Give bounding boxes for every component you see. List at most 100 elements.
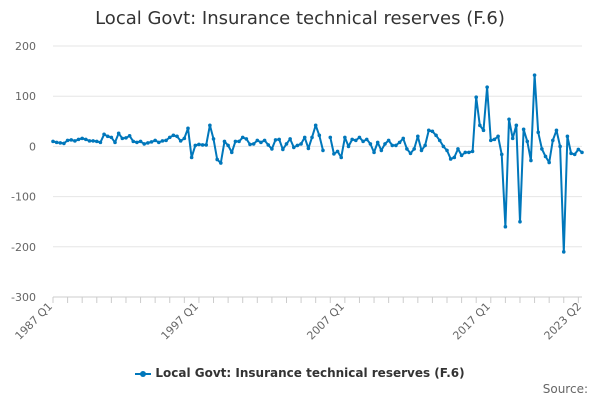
series-line: [52, 74, 583, 253]
data-point: [558, 144, 562, 149]
data-point: [197, 142, 201, 147]
data-point: [109, 135, 114, 140]
data-point: [547, 160, 551, 165]
data-point: [131, 139, 136, 144]
data-point: [302, 135, 307, 140]
data-point: [554, 128, 559, 133]
data-point: [532, 73, 537, 77]
data-point: [372, 150, 376, 155]
data-point: [138, 139, 143, 144]
data-point: [580, 150, 584, 155]
y-tick-label: 100: [15, 90, 36, 103]
data-point: [419, 148, 424, 153]
data-point: [463, 150, 468, 155]
data-point: [142, 142, 147, 146]
data-point: [306, 146, 311, 151]
data-point: [233, 139, 238, 144]
data-point: [226, 143, 230, 148]
data-point: [357, 135, 362, 140]
data-point: [76, 137, 81, 142]
data-point: [503, 224, 508, 229]
data-point: [390, 143, 395, 148]
data-point: [328, 135, 333, 140]
data-point: [73, 139, 77, 143]
data-point: [58, 141, 63, 145]
data-point: [514, 123, 519, 128]
data-point: [277, 137, 281, 142]
data-point: [310, 135, 314, 140]
y-tick-label: -100: [11, 191, 36, 204]
data-point: [164, 138, 168, 143]
data-point: [313, 123, 318, 128]
data-point: [87, 139, 92, 143]
data-point: [375, 140, 380, 145]
data-point: [350, 137, 354, 142]
data-point: [343, 135, 347, 140]
data-point: [339, 155, 344, 160]
data-point: [401, 136, 406, 141]
data-point: [251, 142, 256, 146]
data-point: [65, 138, 70, 143]
data-point: [208, 123, 212, 128]
data-point: [84, 137, 88, 142]
data-point: [116, 131, 121, 136]
data-point: [51, 139, 55, 144]
data-point: [445, 148, 449, 153]
x-tick-label: 2007 Q1: [304, 300, 347, 343]
data-point: [237, 139, 241, 144]
data-point: [295, 143, 300, 148]
data-point: [167, 135, 172, 140]
data-point: [200, 143, 205, 147]
data-point: [262, 138, 267, 143]
data-point: [394, 143, 398, 148]
legend-item[interactable]: Local Govt: Insurance technical reserves…: [0, 366, 600, 380]
data-point: [405, 147, 409, 151]
data-point: [485, 85, 489, 89]
data-point: [215, 157, 219, 162]
legend-swatch-icon: [135, 370, 152, 377]
data-point: [397, 140, 402, 145]
data-point: [146, 141, 150, 145]
data-point: [317, 133, 322, 138]
data-point: [529, 158, 533, 163]
data-point: [189, 155, 194, 160]
data-point: [437, 138, 442, 143]
data-point: [94, 139, 99, 144]
data-point: [113, 140, 117, 145]
data-point: [91, 139, 95, 143]
data-point: [124, 136, 128, 140]
data-point: [423, 143, 427, 148]
data-point: [127, 134, 132, 138]
data-point: [456, 147, 460, 151]
data-point: [499, 152, 504, 157]
data-point: [364, 137, 369, 142]
data-point: [229, 150, 234, 155]
data-point: [572, 152, 577, 157]
data-point: [383, 142, 387, 146]
data-point: [496, 134, 500, 139]
data-point: [474, 95, 479, 100]
data-point: [149, 140, 154, 144]
data-point: [441, 144, 446, 149]
data-point: [416, 134, 420, 139]
data-point: [160, 139, 165, 143]
data-point: [459, 153, 464, 158]
data-point: [434, 133, 438, 138]
data-point: [288, 137, 292, 141]
data-point: [561, 250, 566, 254]
data-point: [543, 154, 548, 159]
data-point: [211, 137, 216, 141]
data-point: [80, 136, 84, 141]
data-point: [175, 134, 179, 139]
data-point: [361, 139, 365, 144]
x-tick-label: 2023 Q2: [542, 300, 585, 343]
x-tick-label: 1997 Q1: [159, 300, 202, 343]
legend-label: Local Govt: Insurance technical reserves…: [155, 366, 465, 380]
data-point: [193, 143, 198, 148]
data-point: [430, 129, 435, 134]
data-point: [273, 138, 278, 142]
data-point: [426, 128, 431, 133]
data-point: [204, 143, 209, 147]
data-point: [379, 148, 384, 153]
data-point: [321, 148, 325, 153]
